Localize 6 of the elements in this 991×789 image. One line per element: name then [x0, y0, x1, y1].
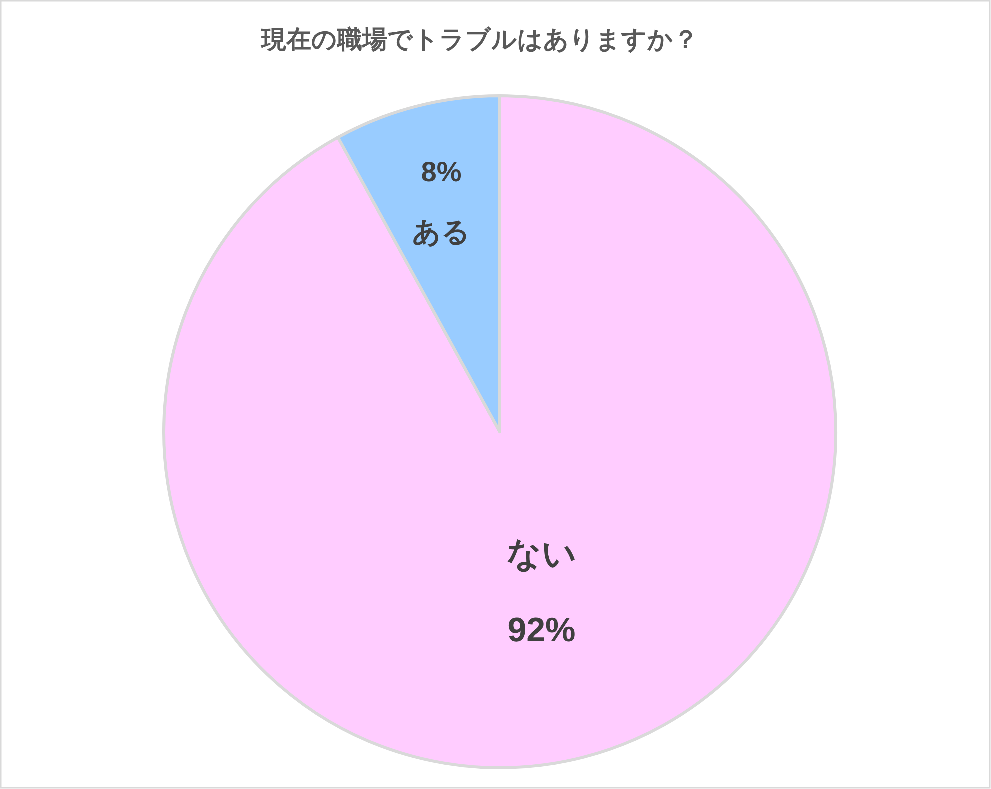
data-label: 8%	[421, 156, 462, 188]
chart-title: 現在の職場でトラブルはありますか？	[260, 26, 698, 54]
data-label: 92%	[508, 612, 576, 650]
pie-slice	[162, 94, 838, 769]
slice-label: ない	[506, 536, 577, 574]
slice-label: ある	[412, 216, 471, 248]
